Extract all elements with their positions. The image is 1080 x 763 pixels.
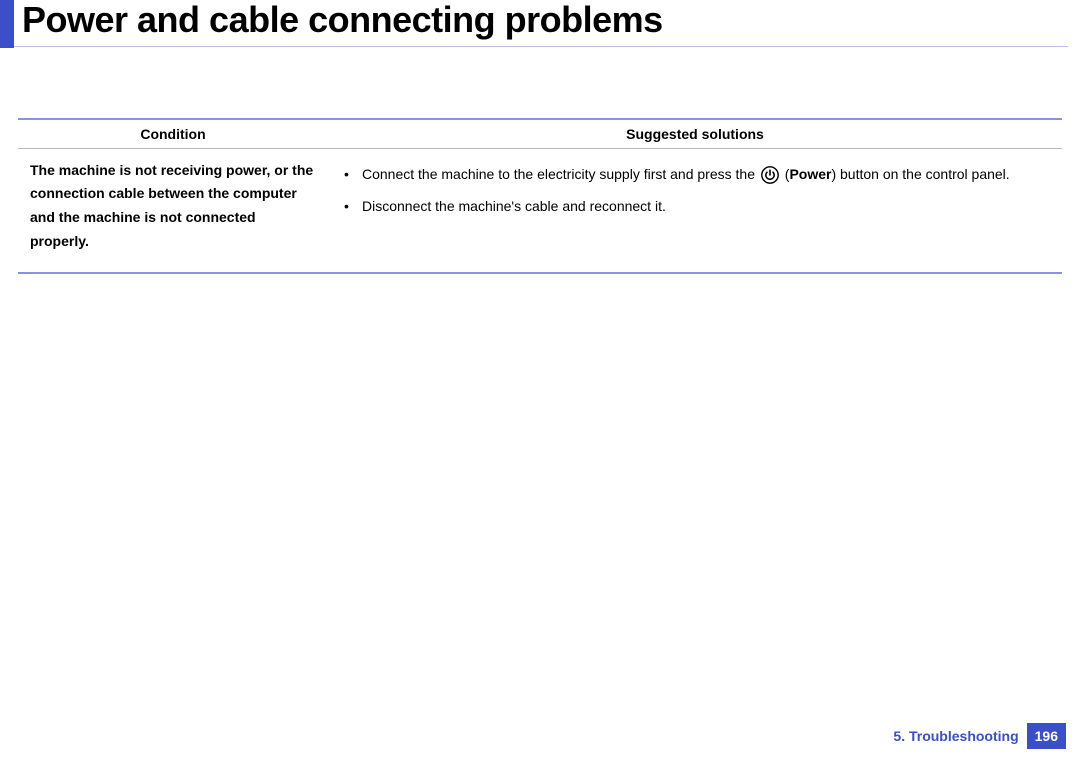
solutions-list: Connect the machine to the electricity s…	[340, 159, 1050, 224]
page-footer: 5. Troubleshooting 196	[893, 723, 1066, 749]
footer-page-number: 196	[1027, 723, 1066, 749]
header-accent-bar	[0, 0, 14, 48]
table-header-condition: Condition	[18, 119, 328, 149]
power-icon	[761, 166, 779, 184]
troubleshooting-table: Condition Suggested solutions The machin…	[18, 118, 1062, 274]
list-item: Connect the machine to the electricity s…	[358, 159, 1050, 191]
table-header-solutions: Suggested solutions	[328, 119, 1062, 149]
list-item: Disconnect the machine's cable and recon…	[358, 191, 1050, 223]
table-row: The machine is not receiving power, or t…	[18, 148, 1062, 273]
footer-chapter: 5. Troubleshooting	[893, 728, 1018, 744]
solution-text-part: Connect the machine to the electricity s…	[362, 166, 759, 182]
solution-text-part: ) button on the control panel.	[831, 166, 1009, 182]
content-area: Condition Suggested solutions The machin…	[0, 58, 1080, 274]
page-header: Power and cable connecting problems	[0, 0, 1080, 58]
power-label: Power	[789, 166, 831, 182]
page-title: Power and cable connecting problems	[0, 0, 1080, 44]
condition-text: The machine is not receiving power, or t…	[30, 159, 316, 254]
title-underline	[12, 46, 1068, 48]
